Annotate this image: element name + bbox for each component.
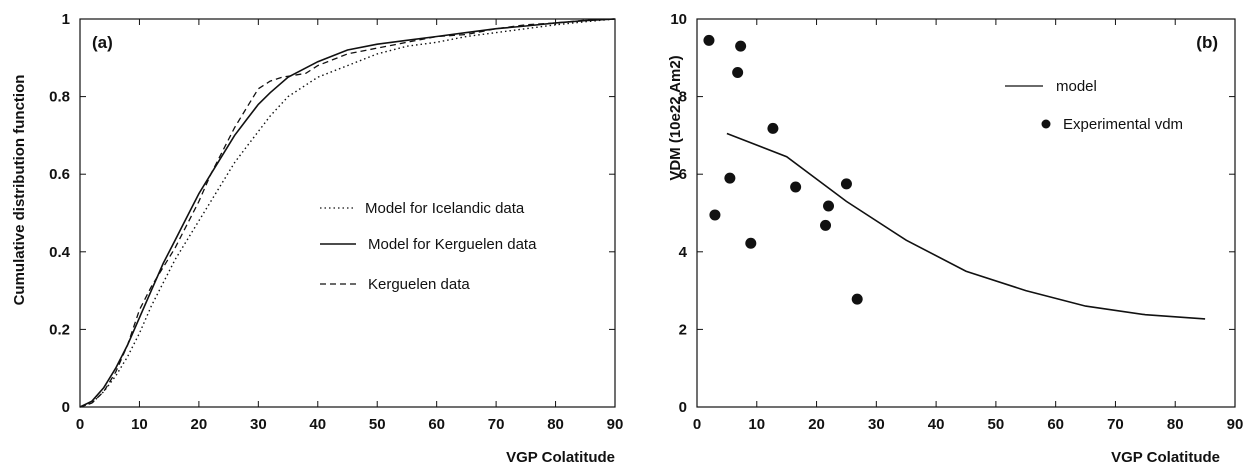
panel-b: (b) VGP Colatitude VDM (10e22 Am2) 0 10 20…	[667, 11, 1243, 466]
panel-b-series-line-0	[726, 132, 1206, 320]
panel-b-legend: model Experimental vdm	[1005, 78, 1183, 133]
panel-b-ytick-label: 8	[679, 89, 687, 106]
legend-label-model: model	[1056, 78, 1097, 95]
panel-b-xtick-label: 10	[748, 416, 765, 433]
panel-a-series	[79, 18, 616, 408]
panel-b-data-point	[851, 293, 863, 305]
panel-b-xtick-label: 80	[1167, 416, 1184, 433]
panel-a-frame	[79, 18, 616, 408]
panel-b-data-point	[724, 172, 736, 184]
panel-a-ytick-label: 0.2	[49, 321, 70, 338]
panel-a-ytick-label: 1	[62, 11, 70, 28]
panel-b-data-point	[823, 200, 835, 212]
panel-a-xtick-label: 50	[369, 416, 386, 433]
panel-a-xtick-label: 70	[488, 416, 505, 433]
panel-a: (a) VGP Colatitude Cumulative distributi…	[11, 11, 623, 466]
panel-b-ytick-label: 10	[670, 11, 687, 28]
legend-swatch-experimental	[1041, 119, 1051, 129]
panel-a-xtick-label: 90	[607, 416, 624, 433]
panel-a-ylabel: Cumulative distribution function	[11, 75, 28, 306]
legend-label-icelandic: Model for Icelandic data	[365, 200, 525, 217]
panel-a-label: (a)	[92, 33, 113, 52]
panel-b-xtick-label: 70	[1107, 416, 1124, 433]
panel-a-legend: Model for Icelandic data Model for Kergu…	[320, 200, 537, 293]
panel-b-ytick-label: 2	[679, 321, 687, 338]
panel-b-data-point	[709, 209, 721, 221]
panel-a-xtick-label: 10	[131, 416, 148, 433]
panel-b-xtick-label: 60	[1047, 416, 1064, 433]
panel-b-data-point	[745, 237, 757, 249]
legend-label-kerguelen-data: Kerguelen data	[368, 276, 470, 293]
panel-b-data-point	[820, 219, 832, 231]
legend-label-kerguelen-model: Model for Kerguelen data	[368, 236, 537, 253]
panel-b-xtick-label: 90	[1227, 416, 1244, 433]
panel-b-xtick-label: 30	[868, 416, 885, 433]
panel-a-xtick-label: 80	[547, 416, 564, 433]
panel-a-series-line-2	[79, 18, 616, 408]
panel-b-ytick-label: 6	[679, 166, 687, 183]
panel-a-xtick-label: 30	[250, 416, 267, 433]
panel-b-label: (b)	[1196, 33, 1218, 52]
panel-b-ytick-label: 4	[679, 244, 688, 261]
panel-a-ytick-label: 0.4	[49, 244, 71, 261]
panel-b-xtick-label: 50	[988, 416, 1005, 433]
panel-a-ytick-label: 0	[62, 399, 70, 416]
panel-b-ytick-label: 0	[679, 399, 687, 416]
panel-b-data-point	[732, 67, 744, 79]
panel-b-series	[703, 34, 1206, 320]
panel-a-xtick-label: 60	[428, 416, 445, 433]
panel-b-data-point	[703, 34, 715, 46]
panel-b-xtick-label: 20	[808, 416, 825, 433]
panel-b-frame	[696, 18, 1236, 408]
panel-b-data-point	[735, 40, 747, 52]
panel-a-ytick-label: 0.8	[49, 89, 70, 106]
panel-a-ytick-label: 0.6	[49, 166, 70, 183]
panel-a-xlabel: VGP Colatitude	[506, 449, 615, 466]
legend-label-experimental: Experimental vdm	[1063, 116, 1183, 133]
panel-a-xtick-label: 40	[309, 416, 326, 433]
panel-b-xtick-label: 0	[693, 416, 701, 433]
panel-b-ylabel: VDM (10e22 Am2)	[667, 55, 684, 180]
panel-b-data-point	[840, 178, 852, 190]
panel-a-series-line-0	[79, 18, 616, 408]
panel-b-xtick-label: 40	[928, 416, 945, 433]
panel-b-data-point	[790, 181, 802, 193]
panel-b-ticks: 0 10 20 30 40 50 60 70 80 90 0 2 4 6 8 10	[670, 11, 1243, 433]
panel-a-xtick-label: 0	[76, 416, 84, 433]
panel-a-xtick-label: 20	[191, 416, 208, 433]
panel-a-series-line-1	[79, 18, 616, 408]
panel-a-ticks: 0 10 20 30 40 50 60 70 80 90 0 0.2 0.4 0.6 0.8 1	[49, 11, 623, 433]
panel-b-xlabel: VGP Colatitude	[1111, 449, 1220, 466]
panel-b-data-point	[767, 122, 779, 134]
